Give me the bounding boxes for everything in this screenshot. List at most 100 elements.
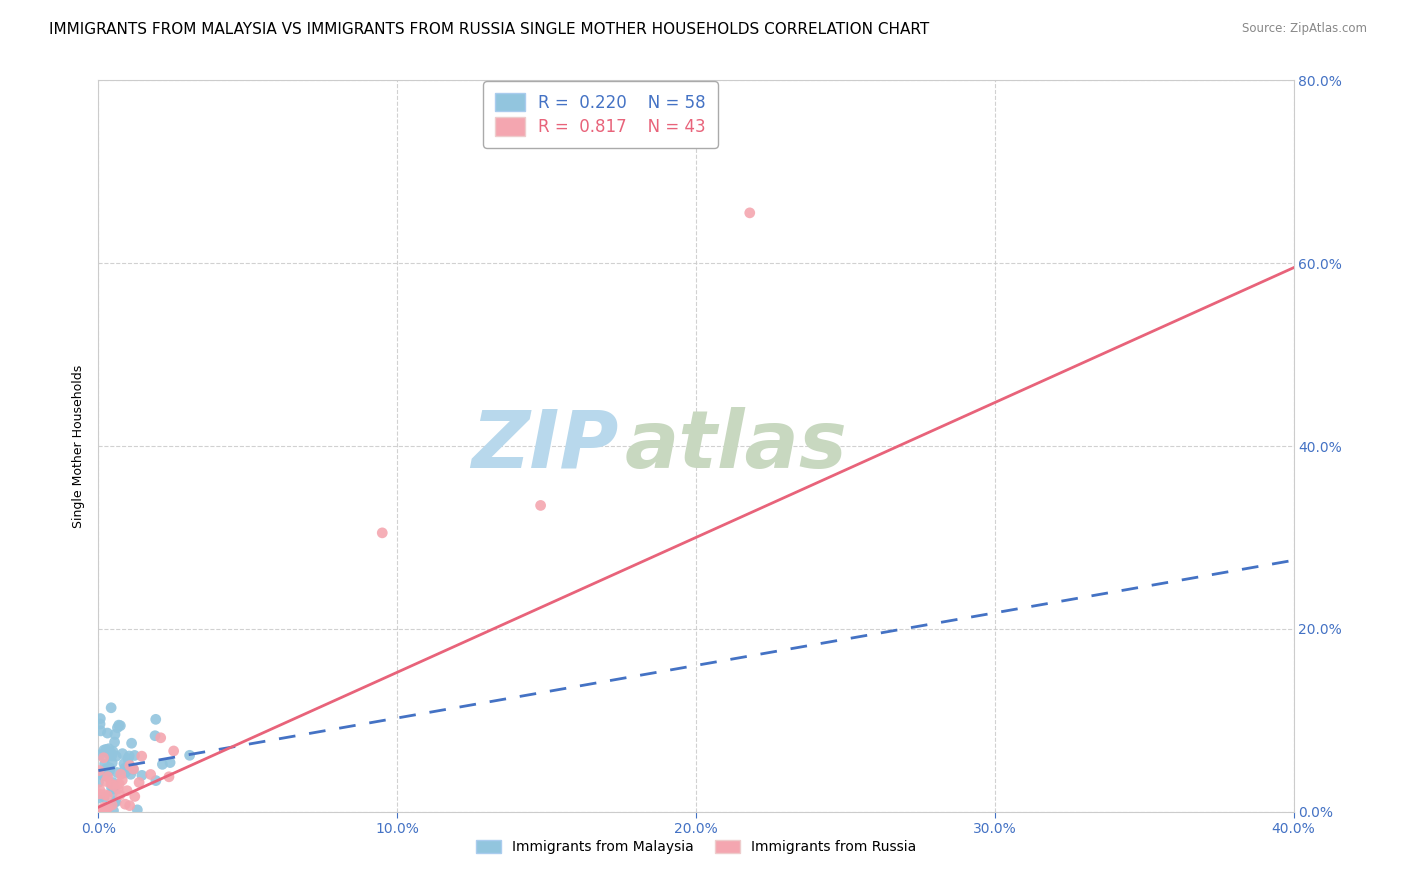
- Point: [90, 765, 112, 780]
- Point: [103, 781, 125, 796]
- Point: [124, 789, 146, 804]
- Point: [139, 767, 162, 781]
- Point: [118, 758, 141, 772]
- Point: [121, 736, 143, 750]
- Point: [87, 787, 110, 801]
- Point: [93, 743, 115, 757]
- Point: [163, 744, 186, 758]
- Point: [110, 719, 132, 733]
- Point: [114, 765, 136, 780]
- Point: [93, 790, 115, 805]
- Point: [93, 750, 115, 764]
- Point: [108, 777, 131, 791]
- Point: [108, 788, 131, 802]
- Point: [145, 773, 167, 788]
- Point: [96, 769, 118, 783]
- Point: [89, 805, 111, 819]
- Point: [100, 777, 122, 791]
- Point: [103, 735, 125, 749]
- Point: [101, 785, 124, 799]
- Point: [93, 800, 115, 814]
- Point: [107, 721, 129, 735]
- Point: [114, 761, 136, 775]
- Point: [96, 800, 118, 814]
- Point: [100, 700, 122, 714]
- Point: [97, 741, 120, 756]
- Point: [94, 762, 117, 776]
- Text: ZIP: ZIP: [471, 407, 619, 485]
- Point: [96, 726, 118, 740]
- Point: [87, 805, 110, 819]
- Text: IMMIGRANTS FROM MALAYSIA VS IMMIGRANTS FROM RUSSIA SINGLE MOTHER HOUSEHOLDS CORR: IMMIGRANTS FROM MALAYSIA VS IMMIGRANTS F…: [49, 22, 929, 37]
- Point: [530, 499, 553, 513]
- Point: [89, 805, 111, 819]
- Point: [90, 723, 112, 738]
- Point: [101, 756, 124, 770]
- Point: [111, 747, 134, 761]
- Point: [105, 749, 128, 764]
- Point: [100, 780, 122, 795]
- Point: [118, 798, 141, 813]
- Point: [128, 775, 150, 789]
- Point: [97, 770, 120, 784]
- Point: [145, 712, 167, 726]
- Point: [152, 757, 174, 772]
- Text: Source: ZipAtlas.com: Source: ZipAtlas.com: [1241, 22, 1367, 36]
- Point: [89, 764, 111, 778]
- Y-axis label: Single Mother Households: Single Mother Households: [72, 364, 86, 528]
- Point: [87, 791, 110, 805]
- Point: [110, 767, 132, 781]
- Point: [98, 764, 121, 778]
- Point: [96, 789, 118, 803]
- Point: [104, 727, 127, 741]
- Point: [143, 729, 166, 743]
- Point: [118, 756, 141, 771]
- Point: [97, 800, 120, 814]
- Point: [107, 781, 129, 796]
- Point: [103, 779, 125, 793]
- Point: [103, 804, 125, 818]
- Point: [101, 744, 124, 758]
- Point: [149, 731, 172, 745]
- Point: [118, 749, 141, 764]
- Point: [104, 795, 127, 809]
- Point: [89, 782, 111, 797]
- Point: [91, 769, 114, 783]
- Point: [89, 747, 111, 762]
- Point: [738, 206, 761, 220]
- Point: [98, 761, 121, 775]
- Point: [107, 718, 129, 732]
- Point: [159, 756, 181, 770]
- Point: [101, 797, 124, 812]
- Point: [122, 762, 145, 776]
- Point: [100, 748, 122, 763]
- Point: [111, 773, 134, 788]
- Point: [115, 783, 138, 797]
- Point: [105, 765, 128, 780]
- Point: [117, 752, 139, 766]
- Point: [87, 805, 110, 819]
- Legend: Immigrants from Malaysia, Immigrants from Russia: Immigrants from Malaysia, Immigrants fro…: [471, 834, 921, 860]
- Point: [371, 525, 394, 540]
- Point: [122, 763, 145, 777]
- Point: [87, 775, 110, 789]
- Point: [105, 795, 128, 809]
- Point: [98, 748, 121, 763]
- Point: [114, 797, 136, 812]
- Point: [93, 756, 115, 771]
- Point: [131, 749, 153, 764]
- Text: atlas: atlas: [624, 407, 846, 485]
- Point: [131, 768, 153, 782]
- Point: [120, 767, 142, 781]
- Point: [100, 746, 122, 760]
- Point: [98, 761, 121, 775]
- Point: [89, 712, 111, 726]
- Point: [93, 788, 115, 802]
- Point: [124, 748, 146, 763]
- Point: [157, 770, 180, 784]
- Point: [94, 742, 117, 756]
- Point: [89, 717, 111, 731]
- Point: [112, 756, 135, 771]
- Point: [101, 775, 124, 789]
- Point: [179, 748, 201, 763]
